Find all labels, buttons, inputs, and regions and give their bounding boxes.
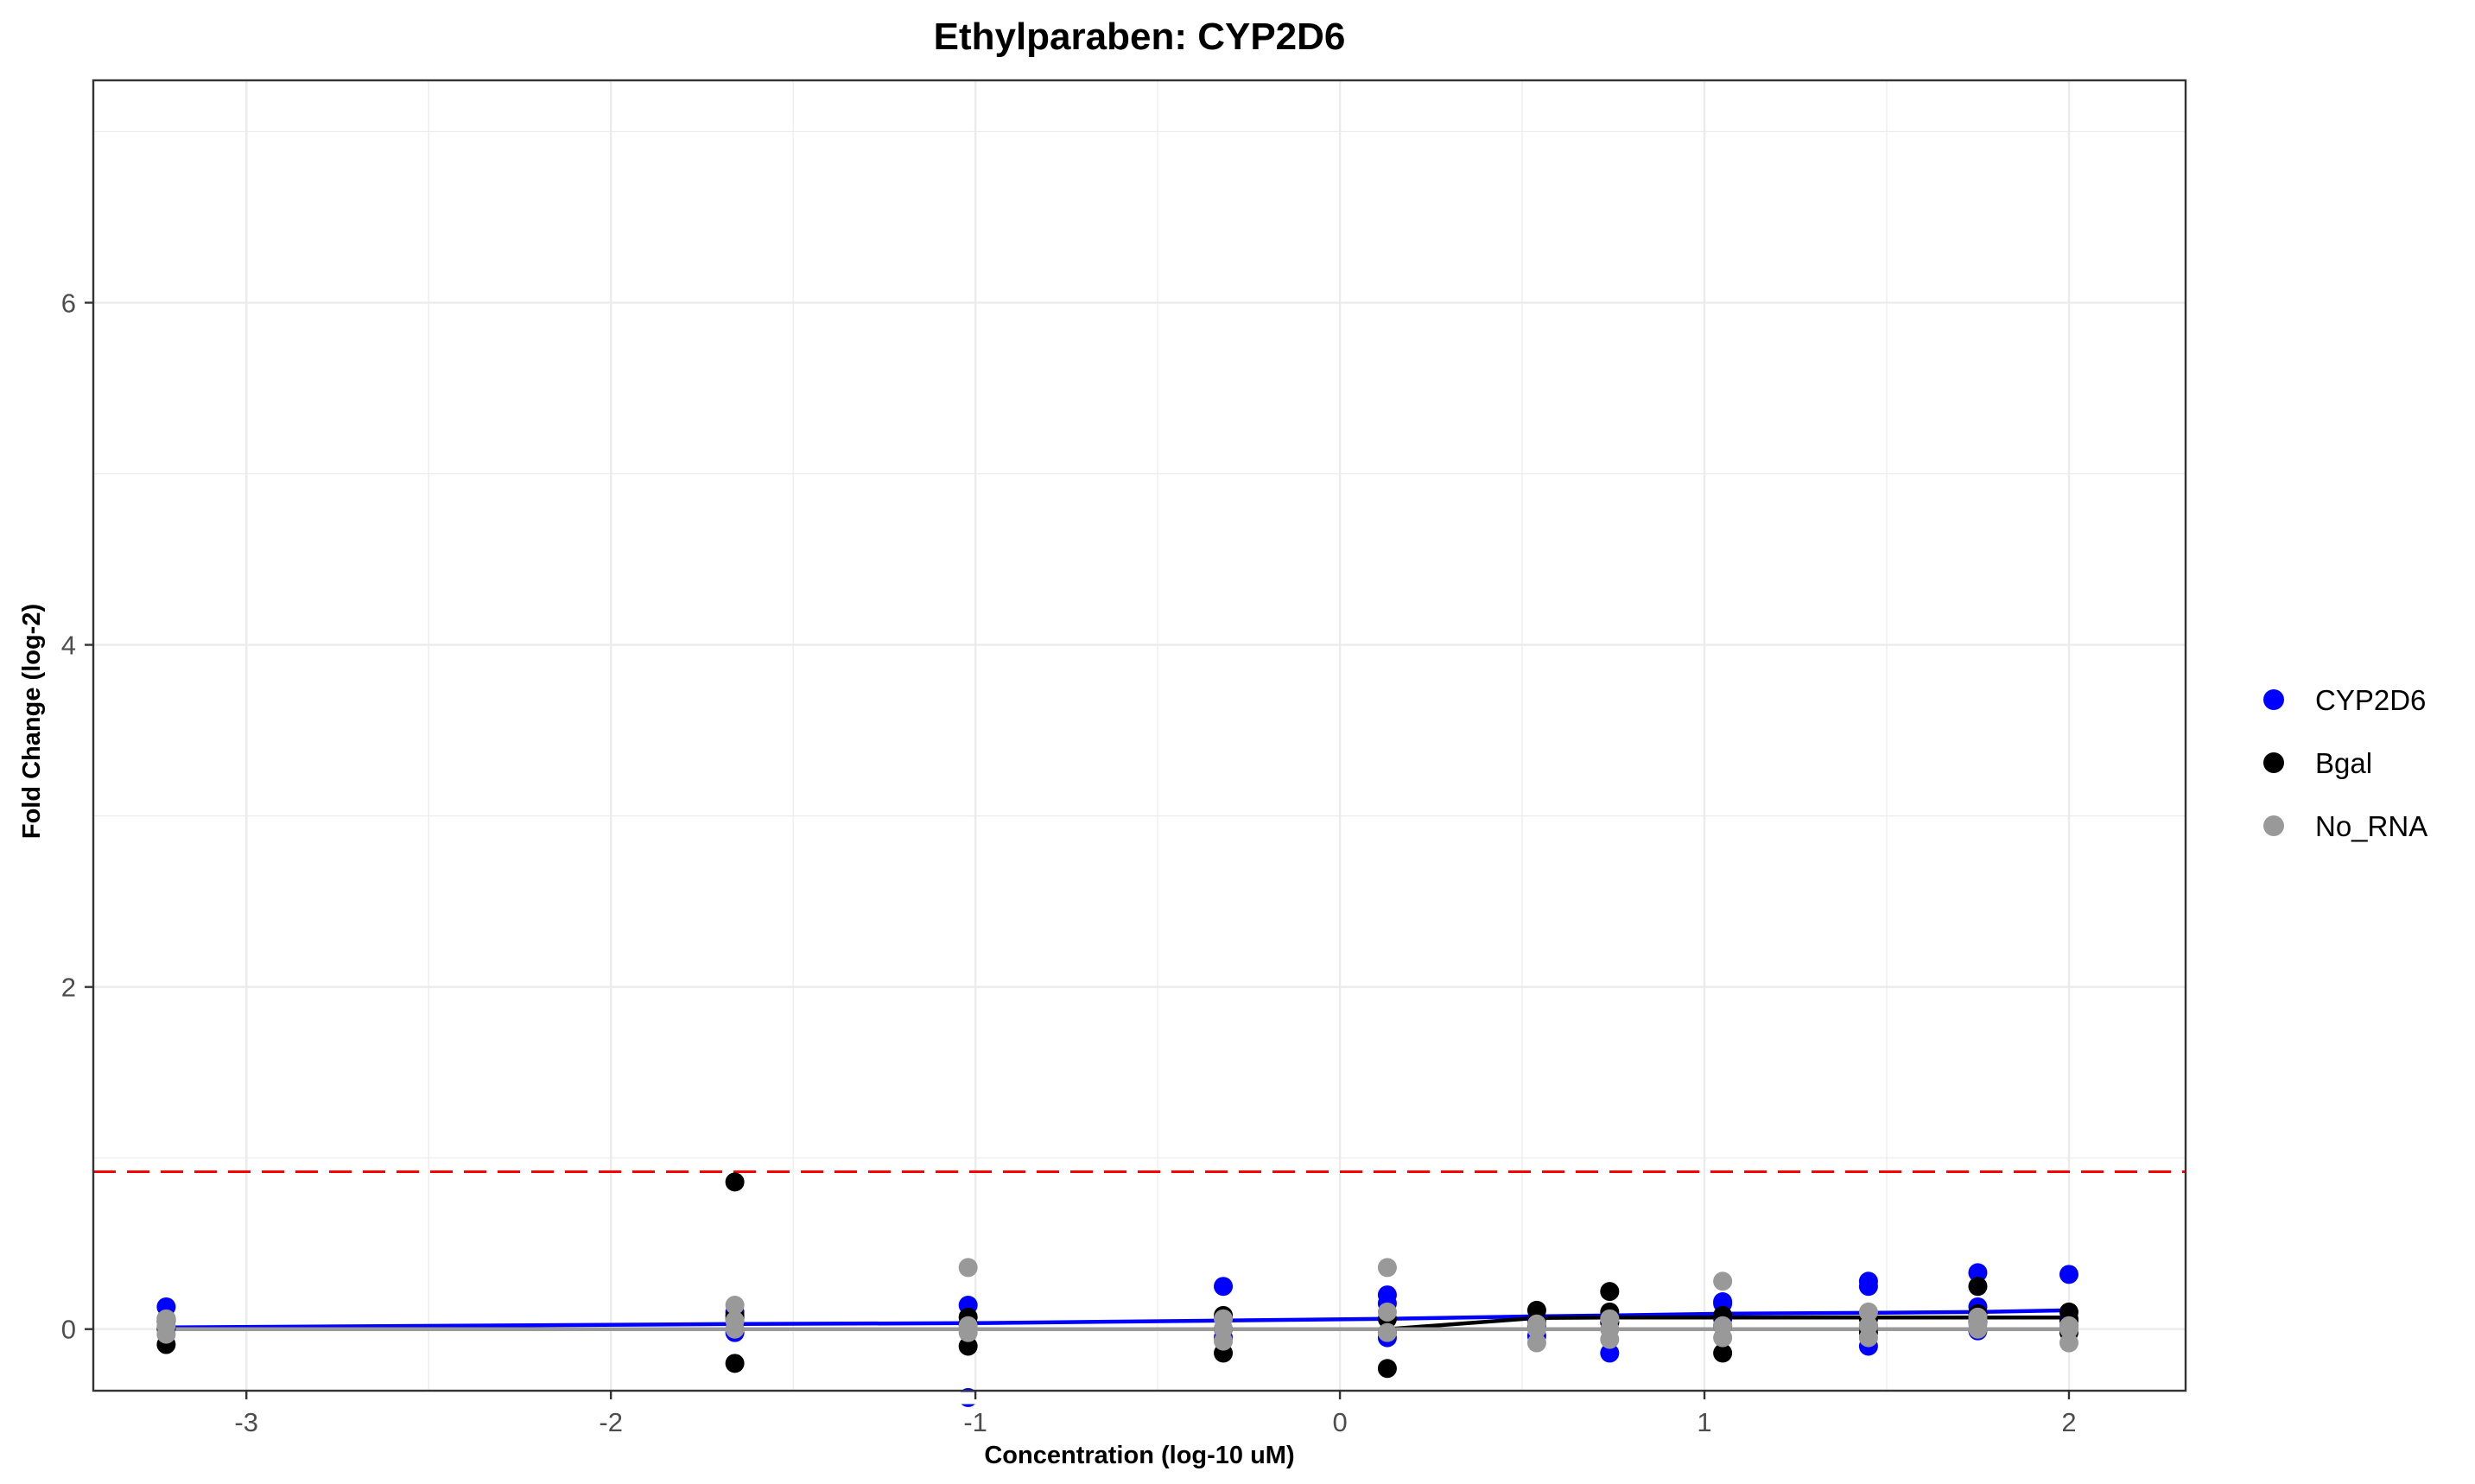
panel-border — [92, 79, 2187, 1392]
x-tick-label: -2 — [599, 1407, 623, 1437]
point-bgal — [725, 1354, 745, 1373]
point-bgal — [1600, 1282, 1620, 1302]
x-tick-label: 2 — [2061, 1407, 2076, 1437]
point-bgal — [1377, 1359, 1397, 1379]
point-no_rna — [1214, 1319, 1234, 1339]
point-no_rna — [725, 1295, 745, 1315]
y-tick-label: 4 — [61, 631, 76, 661]
point-cyp2d6 — [1214, 1277, 1234, 1297]
legend-label-cyp2d6: CYP2D6 — [2315, 684, 2426, 716]
legend-key-bgal — [2263, 752, 2284, 773]
x-tick-label: -3 — [234, 1407, 258, 1437]
plot-background — [93, 80, 2186, 1391]
y-tick-label: 0 — [61, 1315, 76, 1345]
point-no_rna — [1526, 1319, 1546, 1339]
point-bgal — [1968, 1277, 1988, 1297]
point-no_rna — [2059, 1319, 2078, 1339]
plot-area: -3 -2 -1 0 1 2 0 2 4 6 — [61, 79, 2196, 1437]
point-cyp2d6 — [1968, 1263, 1988, 1283]
point-bgal — [958, 1336, 978, 1356]
point-no_rna — [958, 1322, 978, 1342]
point-no_rna — [1600, 1319, 1620, 1339]
point-no_rna — [1713, 1316, 1733, 1335]
y-tick-label: 6 — [61, 288, 76, 318]
point-cyp2d6 — [2059, 1265, 2078, 1284]
x-tick-label: 0 — [1332, 1407, 1347, 1437]
point-no_rna — [1858, 1302, 1878, 1322]
y-axis-title: Fold Change (log-2) — [18, 604, 46, 839]
x-axis-title: Concentration (log-10 uM) — [984, 1442, 1294, 1469]
point-no_rna — [1526, 1333, 1546, 1353]
x-tick-label: -1 — [963, 1407, 987, 1437]
x-tick-label: 1 — [1697, 1407, 1711, 1437]
point-no_rna — [1858, 1316, 1878, 1335]
point-no_rna — [1377, 1302, 1397, 1322]
point-no_rna — [958, 1258, 978, 1278]
legend-label-no_rna: No_RNA — [2315, 810, 2427, 842]
point-no_rna — [1377, 1322, 1397, 1342]
point-bgal — [725, 1172, 745, 1192]
point-no_rna — [1377, 1258, 1397, 1278]
panel-bottom-mask — [83, 1392, 2196, 1405]
y-tick-label: 2 — [61, 973, 76, 1003]
point-no_rna — [1968, 1319, 1988, 1339]
point-no_rna — [2059, 1333, 2078, 1353]
point-no_rna — [1713, 1272, 1733, 1291]
point-no_rna — [156, 1324, 176, 1344]
point-cyp2d6 — [1600, 1343, 1620, 1363]
legend-key-cyp2d6 — [2263, 689, 2284, 710]
point-no_rna — [156, 1309, 176, 1329]
point-no_rna — [725, 1319, 745, 1339]
legend-key-no_rna — [2263, 815, 2284, 836]
legend-label-bgal: Bgal — [2315, 747, 2372, 779]
point-cyp2d6 — [1858, 1277, 1878, 1297]
point-bgal — [1713, 1343, 1733, 1363]
legend: CYP2D6 Bgal No_RNA — [2263, 684, 2427, 842]
chart-title: Ethylparaben: CYP2D6 — [934, 16, 1346, 58]
